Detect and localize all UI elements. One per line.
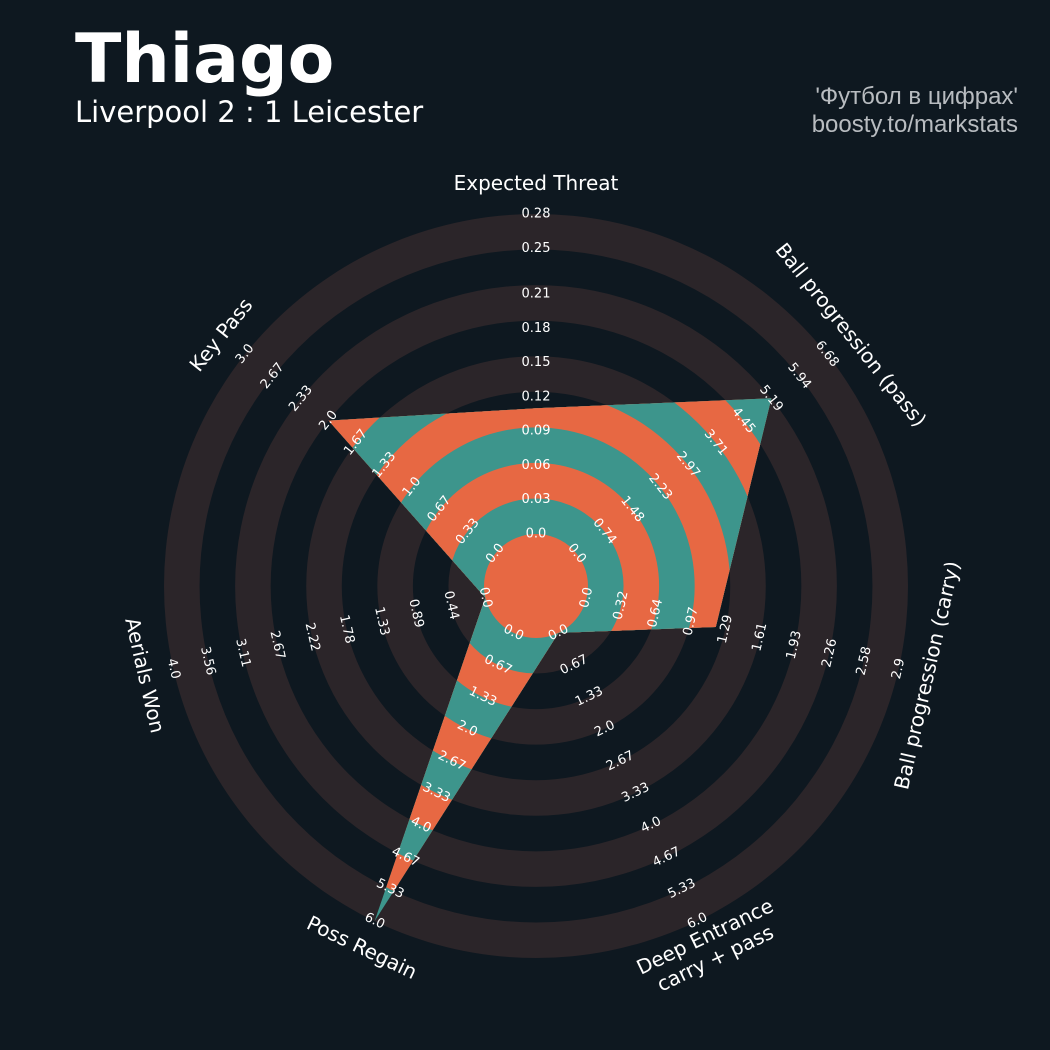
inner-circle xyxy=(484,534,588,638)
tick-label: 0.09 xyxy=(522,424,551,439)
tick-label: 1.78 xyxy=(336,613,357,645)
tick-label: 2.67 xyxy=(267,629,288,661)
tick-label: 4.0 xyxy=(164,657,183,681)
tick-label: 2.58 xyxy=(854,645,875,677)
tick-label: 0.44 xyxy=(440,590,461,622)
tick-label: 0.32 xyxy=(611,590,632,622)
tick-label: 3.56 xyxy=(197,645,218,677)
chart-title: Thiago xyxy=(75,20,334,99)
tick-label: 2.22 xyxy=(302,621,323,653)
tick-label: 0.64 xyxy=(645,598,666,630)
tick-label: 0.15 xyxy=(522,355,551,370)
chart-subtitle: Liverpool 2 : 1 Leicester xyxy=(75,95,423,129)
credit: boosty.to/markstats xyxy=(812,111,1018,138)
tick-label: 0.89 xyxy=(405,598,426,630)
param-label: Expected Threat xyxy=(454,171,619,195)
tick-label: 1.61 xyxy=(749,621,770,653)
tick-label: 0.12 xyxy=(522,389,551,404)
tick-label: 1.29 xyxy=(715,613,736,645)
tick-label: 0.06 xyxy=(522,458,551,473)
tick-label: 0.25 xyxy=(522,241,551,256)
tick-label: 0.28 xyxy=(522,207,551,222)
tick-label: 1.93 xyxy=(784,629,805,661)
tick-label: 1.33 xyxy=(371,605,392,637)
tick-label: 0.03 xyxy=(522,492,551,507)
tick-label: 2.26 xyxy=(819,637,840,669)
tick-label: 0.21 xyxy=(522,287,551,302)
tick-label: 0.0 xyxy=(526,527,547,542)
tick-label: 2.9 xyxy=(889,657,908,681)
tick-label: 0.0 xyxy=(476,586,495,610)
tick-label: 3.11 xyxy=(232,637,253,669)
tick-label: 0.0 xyxy=(577,586,596,610)
tick-label: 0.18 xyxy=(522,321,551,336)
credit: 'Футбол в цифрах' xyxy=(815,83,1018,110)
tick-label: 0.97 xyxy=(681,606,702,638)
